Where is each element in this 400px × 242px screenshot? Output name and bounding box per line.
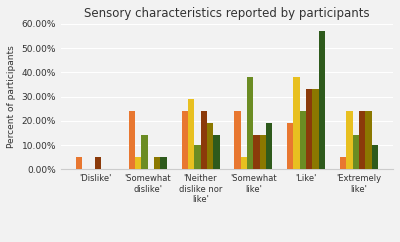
- Bar: [194, 145, 200, 169]
- Bar: [294, 77, 300, 169]
- Bar: [160, 157, 167, 169]
- Title: Sensory characteristics reported by participants: Sensory characteristics reported by part…: [84, 7, 370, 20]
- Bar: [142, 136, 148, 169]
- Bar: [253, 136, 260, 169]
- Bar: [135, 157, 142, 169]
- Bar: [241, 157, 247, 169]
- Bar: [365, 111, 372, 169]
- Bar: [260, 136, 266, 169]
- Bar: [213, 136, 220, 169]
- Bar: [154, 157, 160, 169]
- Bar: [207, 123, 213, 169]
- Bar: [300, 111, 306, 169]
- Bar: [95, 157, 101, 169]
- Bar: [353, 136, 359, 169]
- Bar: [182, 111, 188, 169]
- Bar: [340, 157, 346, 169]
- Bar: [129, 111, 135, 169]
- Bar: [287, 123, 294, 169]
- Bar: [200, 111, 207, 169]
- Bar: [319, 31, 325, 169]
- Bar: [372, 145, 378, 169]
- Y-axis label: Percent of participants: Percent of participants: [7, 45, 16, 148]
- Bar: [76, 157, 82, 169]
- Bar: [359, 111, 365, 169]
- Bar: [346, 111, 353, 169]
- Bar: [306, 89, 312, 169]
- Bar: [247, 77, 253, 169]
- Bar: [312, 89, 319, 169]
- Bar: [266, 123, 272, 169]
- Bar: [188, 99, 194, 169]
- Bar: [234, 111, 241, 169]
